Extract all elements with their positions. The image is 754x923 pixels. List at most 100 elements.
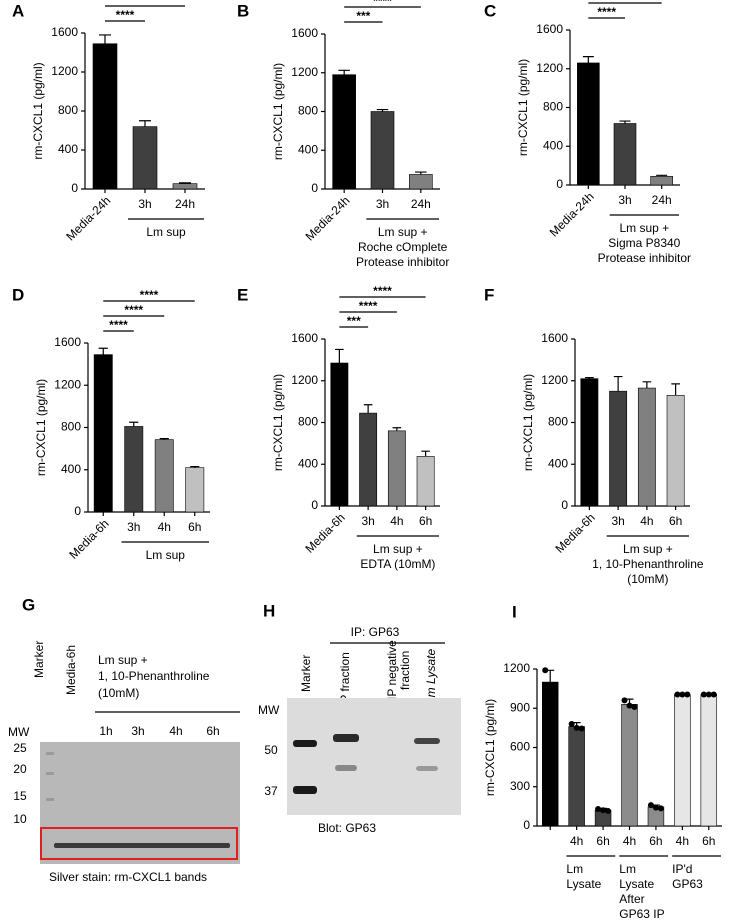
bar: [332, 74, 356, 190]
y-tick-label: 1200: [503, 661, 530, 675]
bar: [387, 430, 406, 507]
data-point: [595, 805, 602, 812]
group-label: After: [619, 892, 644, 906]
error-bar: [656, 174, 668, 177]
y-tick-label: 600: [510, 740, 530, 754]
x-tick-label: 3h: [127, 520, 140, 534]
x-tick-label: Media-6h: [66, 516, 111, 561]
bar: [580, 378, 599, 507]
x-tick-label: 4h: [676, 834, 689, 848]
significance-label: ****: [116, 8, 135, 22]
band: [293, 786, 317, 794]
x-tick-label: 24h: [175, 197, 195, 211]
bar: [132, 126, 158, 190]
y-tick-label: 1200: [291, 373, 318, 387]
bar: [650, 175, 673, 186]
x-tick-label: Media-24h: [547, 189, 597, 239]
blot-h: H IP: GP63 Marker IP fraction IP negativ…: [258, 601, 461, 835]
y-tick-label: 1200: [54, 377, 81, 391]
data-point: [679, 691, 686, 698]
bar: [154, 439, 174, 513]
significance-label: ****: [359, 299, 378, 313]
x-tick-label: 3h: [376, 197, 389, 211]
error-bar: [671, 383, 680, 396]
x-tick-label: 4h: [570, 834, 583, 848]
significance-label: ***: [347, 314, 361, 328]
error-bar: [99, 34, 111, 44]
highlight-box: [40, 827, 238, 860]
x-tick-label: 4h: [640, 514, 653, 528]
bar: [124, 426, 144, 513]
x-tick-label: 3h: [611, 514, 624, 528]
band: [416, 766, 438, 771]
group-label: Lm sup +: [378, 225, 428, 239]
bar: [416, 456, 435, 507]
group-label: Lm sup: [146, 548, 186, 562]
panel-letter: G: [22, 595, 35, 614]
error-bar: [190, 465, 200, 468]
significance-label: ****: [140, 288, 159, 302]
y-tick-label: 0: [311, 181, 318, 195]
y-tick-label: 400: [61, 462, 81, 476]
x-tick-label: 6h: [596, 834, 609, 848]
y-axis-label: rm-CXCL1 (pg/ml): [521, 374, 535, 471]
group-label: Lm sup +: [619, 221, 669, 235]
y-tick-label: 1600: [536, 22, 563, 36]
error-bar: [415, 171, 427, 175]
group-label: Lm: [619, 862, 636, 876]
significance-label: ****: [124, 303, 143, 317]
x-tick-label: 24h: [652, 193, 672, 207]
y-tick-label: 1600: [291, 331, 318, 345]
panel-letter: E: [237, 285, 248, 304]
ladder-band: [46, 772, 54, 775]
significance-label: ***: [356, 9, 370, 23]
y-tick-label: 1200: [51, 64, 78, 78]
error-bar: [159, 437, 169, 440]
y-axis-label: rm-CXCL1 (pg/ml): [483, 699, 497, 796]
data-point: [578, 725, 585, 732]
error-bar: [98, 347, 108, 355]
data-point: [552, 685, 559, 692]
error-bar: [338, 69, 350, 75]
significance-label: ****: [109, 318, 128, 332]
y-axis-label: rm-CXCL1 (pg/ml): [271, 63, 285, 160]
y-tick-label: 800: [298, 415, 318, 429]
data-point: [568, 720, 575, 727]
bar: [93, 354, 113, 513]
y-axis-label: rm-CXCL1 (pg/ml): [271, 374, 285, 471]
group-label: 1, 10-Phenanthroline: [98, 669, 210, 683]
bar: [330, 362, 349, 507]
y-tick-label: 800: [298, 104, 318, 118]
y-tick-label: 0: [556, 177, 563, 191]
x-tick-label: Media-6h: [552, 510, 597, 555]
y-tick-label: 800: [61, 420, 81, 434]
group-label: Protease inhibitor: [598, 251, 691, 265]
y-tick-label: 1600: [54, 335, 81, 349]
y-tick-label: 0: [311, 498, 318, 512]
mw-label: 50: [264, 743, 278, 757]
lane-label: Media-6h: [64, 645, 78, 695]
header: IP: GP63: [351, 625, 400, 639]
data-point: [657, 805, 664, 812]
x-tick-label: 4h: [390, 514, 403, 528]
error-bar: [129, 421, 139, 427]
band: [293, 740, 317, 747]
y-axis-label: rm-CXCL1 (pg/ml): [516, 59, 530, 156]
y-tick-label: 400: [543, 138, 563, 152]
bar: [577, 62, 600, 186]
x-tick-label: 6h: [419, 514, 432, 528]
group-label: (10mM): [627, 572, 668, 586]
x-tick-label: 24h: [411, 197, 431, 211]
bar: [609, 390, 628, 507]
group-label: GP63 IP: [619, 907, 664, 921]
mw-label: 20: [13, 762, 27, 776]
ladder-band: [46, 798, 54, 801]
x-tick-label: Media-6h: [302, 510, 347, 555]
error-bar: [585, 377, 594, 379]
x-tick-label: 3h: [618, 193, 631, 207]
x-tick-label: 4h: [623, 834, 636, 848]
y-tick-label: 800: [543, 100, 563, 114]
group-label: Sigma P8340: [608, 236, 680, 250]
lane-label: 4h: [169, 724, 182, 738]
